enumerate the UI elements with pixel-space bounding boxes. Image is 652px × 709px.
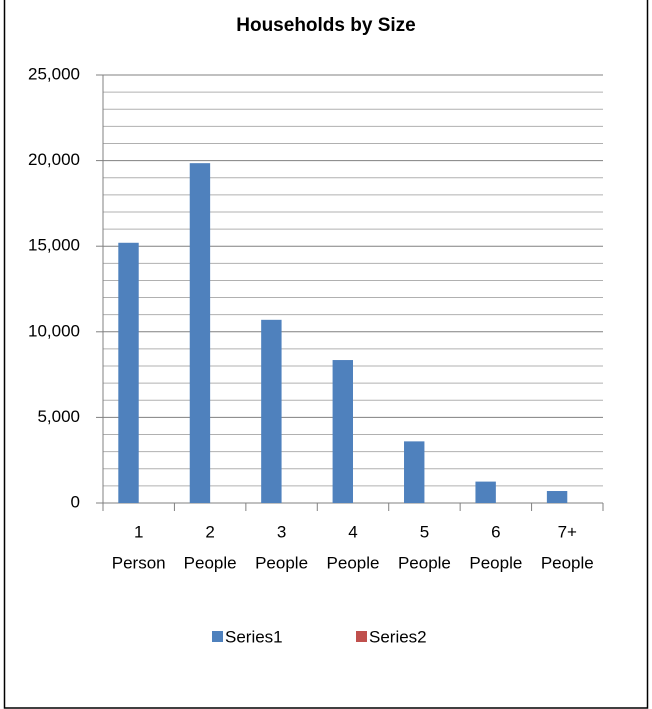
bar	[118, 242, 139, 503]
x-tick-label: 3	[277, 522, 286, 541]
y-tick-label: 10,000	[28, 321, 80, 340]
chart-title: Households by Size	[236, 15, 415, 36]
x-tick-label: 4	[348, 522, 357, 541]
bar	[546, 491, 568, 503]
y-tick-label: 15,000	[28, 236, 80, 255]
x-tick-label: 6	[491, 522, 500, 541]
bar	[475, 481, 496, 503]
legend-marker	[356, 631, 367, 642]
x-tick-label: People	[469, 553, 522, 572]
bar	[404, 441, 425, 503]
legend-marker	[212, 631, 223, 642]
y-tick-label: 25,000	[28, 64, 80, 83]
x-tick-label: People	[184, 553, 237, 572]
x-tick-label: People	[541, 553, 594, 572]
y-tick-label: 5,000	[37, 407, 80, 426]
legend-label: Series2	[369, 627, 427, 646]
y-tick-label: 20,000	[28, 150, 80, 169]
bar	[332, 360, 353, 503]
bar	[189, 163, 211, 503]
chart-frame	[3, 0, 649, 709]
x-tick-label: People	[398, 553, 451, 572]
x-tick-label: 5	[420, 522, 429, 541]
x-tick-label: 2	[205, 522, 214, 541]
y-tick-label: 0	[71, 492, 80, 511]
x-tick-label: Person	[112, 553, 166, 572]
x-tick-label: People	[255, 553, 308, 572]
legend-label: Series1	[225, 627, 283, 646]
bar	[261, 319, 282, 503]
x-tick-label: 1	[134, 522, 143, 541]
x-tick-label: 7+	[558, 522, 577, 541]
x-tick-label: People	[327, 553, 380, 572]
